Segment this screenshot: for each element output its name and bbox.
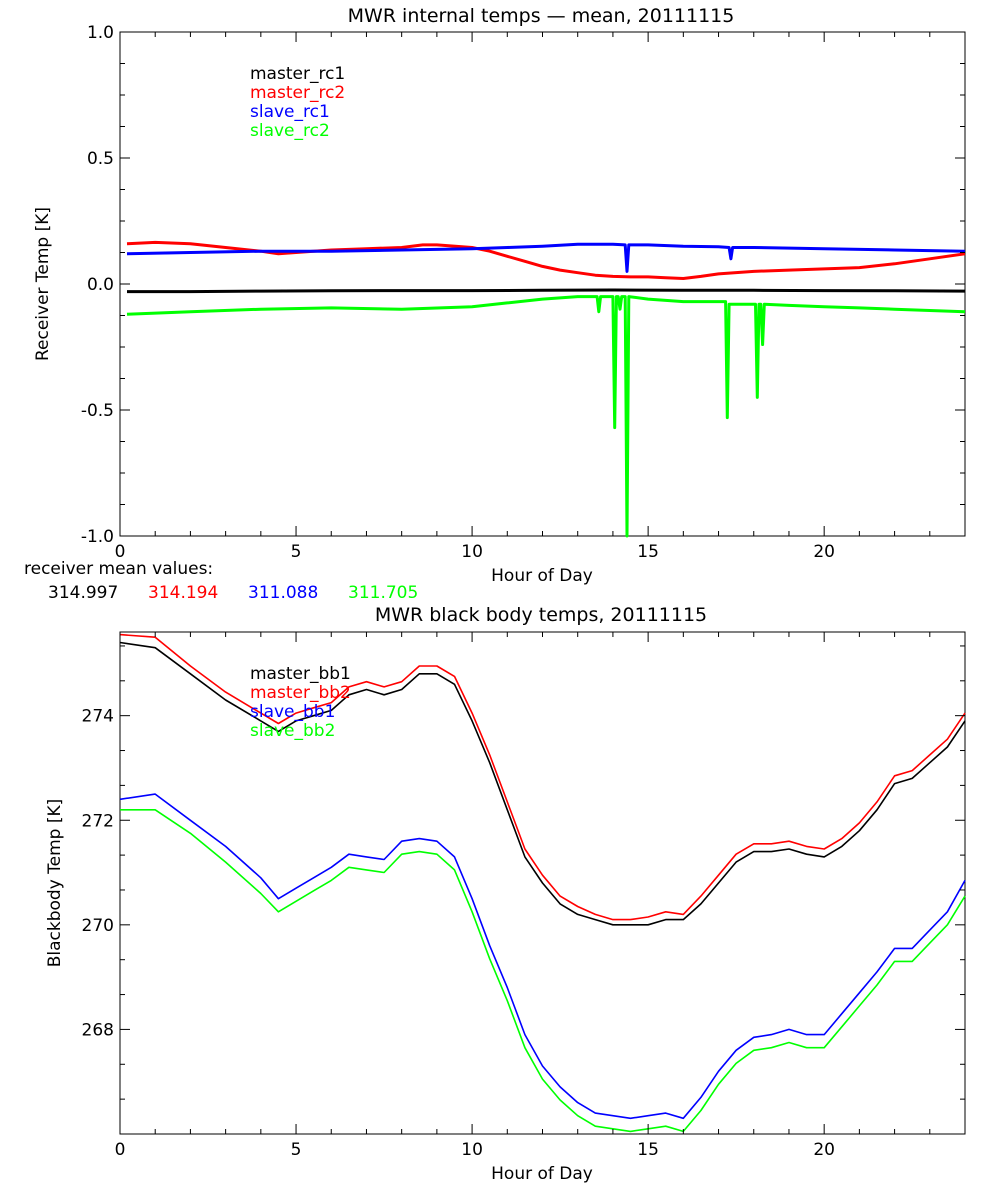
blackbody-series-slave_bb1 <box>119 793 966 1120</box>
blackbody-x-tick-label: 5 <box>291 1140 302 1160</box>
receiver-y-tick-label: -0.5 <box>81 401 114 421</box>
blackbody-y-tick-label: 272 <box>82 811 114 831</box>
blackbody-x-tick-label: 10 <box>461 1140 483 1160</box>
blackbody-chart-title: MWR black body temps, 20111115 <box>375 604 707 626</box>
receiver-x-tick-label: 0 <box>115 542 126 562</box>
receiver-x-tick-label: 10 <box>461 542 483 562</box>
blackbody-y-tick-label: 274 <box>82 707 114 727</box>
receiver-y-tick-label: -1.0 <box>81 527 114 547</box>
blackbody-y-axis-label: Blackbody Temp [K] <box>45 799 65 968</box>
blackbody-legend-slave_bb1: slave_bb1 <box>250 702 335 722</box>
blackbody-x-tick-label: 0 <box>115 1140 126 1160</box>
receiver-y-tick-label: 1.0 <box>87 23 114 43</box>
receiver-y-axis-label: Receiver Temp [K] <box>33 207 53 361</box>
receiver-x-tick-label: 15 <box>637 542 659 562</box>
receiver-series-master_rc1 <box>127 288 966 294</box>
blackbody-series-master_bb2 <box>119 633 966 921</box>
receiver-mean-value: 311.088 <box>248 583 318 603</box>
blackbody-series-slave_bb2 <box>120 808 966 1133</box>
blackbody-legend-master_bb2: master_bb2 <box>250 683 351 703</box>
blackbody-x-axis-label: Hour of Day <box>491 1164 593 1184</box>
receiver-mean-value: 314.194 <box>148 583 218 603</box>
blackbody-x-tick-label: 15 <box>637 1140 659 1160</box>
blackbody-series-master_bb1 <box>119 641 966 926</box>
receiver-series-slave_rc2 <box>126 295 966 538</box>
blackbody-y-tick-label: 270 <box>82 916 114 936</box>
receiver-temp-chart: MWR internal temps — mean, 20111115 0 5 10… <box>24 5 966 603</box>
receiver-chart-title: MWR internal temps — mean, 20111115 <box>348 5 735 27</box>
receiver-series-master_rc2 <box>126 240 966 280</box>
receiver-x-tick-label: 20 <box>813 542 835 562</box>
blackbody-legend-slave_bb2: slave_bb2 <box>250 721 335 741</box>
receiver-x-axis-label: Hour of Day <box>491 566 593 586</box>
receiver-series-slave_rc1 <box>126 242 966 273</box>
receiver-mean-value: 311.705 <box>348 583 418 603</box>
receiver-legend-slave_rc1: slave_rc1 <box>250 102 330 122</box>
blackbody-x-tick-label: 20 <box>813 1140 835 1160</box>
receiver-mean-values: 314.997 314.194 311.088 311.705 <box>48 583 418 603</box>
receiver-y-tick-label: 0.0 <box>87 275 114 295</box>
blackbody-legend-master_bb1: master_bb1 <box>250 664 351 684</box>
blackbody-y-tick-label: 268 <box>82 1020 114 1040</box>
receiver-y-tick-label: 0.5 <box>87 149 114 169</box>
receiver-legend-master_rc2: master_rc2 <box>250 83 345 103</box>
receiver-legend-slave_rc2: slave_rc2 <box>250 121 330 141</box>
receiver-mean-value: 314.997 <box>48 583 118 603</box>
receiver-mean-values-label: receiver mean values: <box>24 559 213 579</box>
blackbody-temp-chart: MWR black body temps, 20111115 0 5 10 15 20 2… <box>45 604 966 1184</box>
receiver-x-tick-label: 5 <box>291 542 302 562</box>
receiver-legend-master_rc1: master_rc1 <box>250 64 345 84</box>
